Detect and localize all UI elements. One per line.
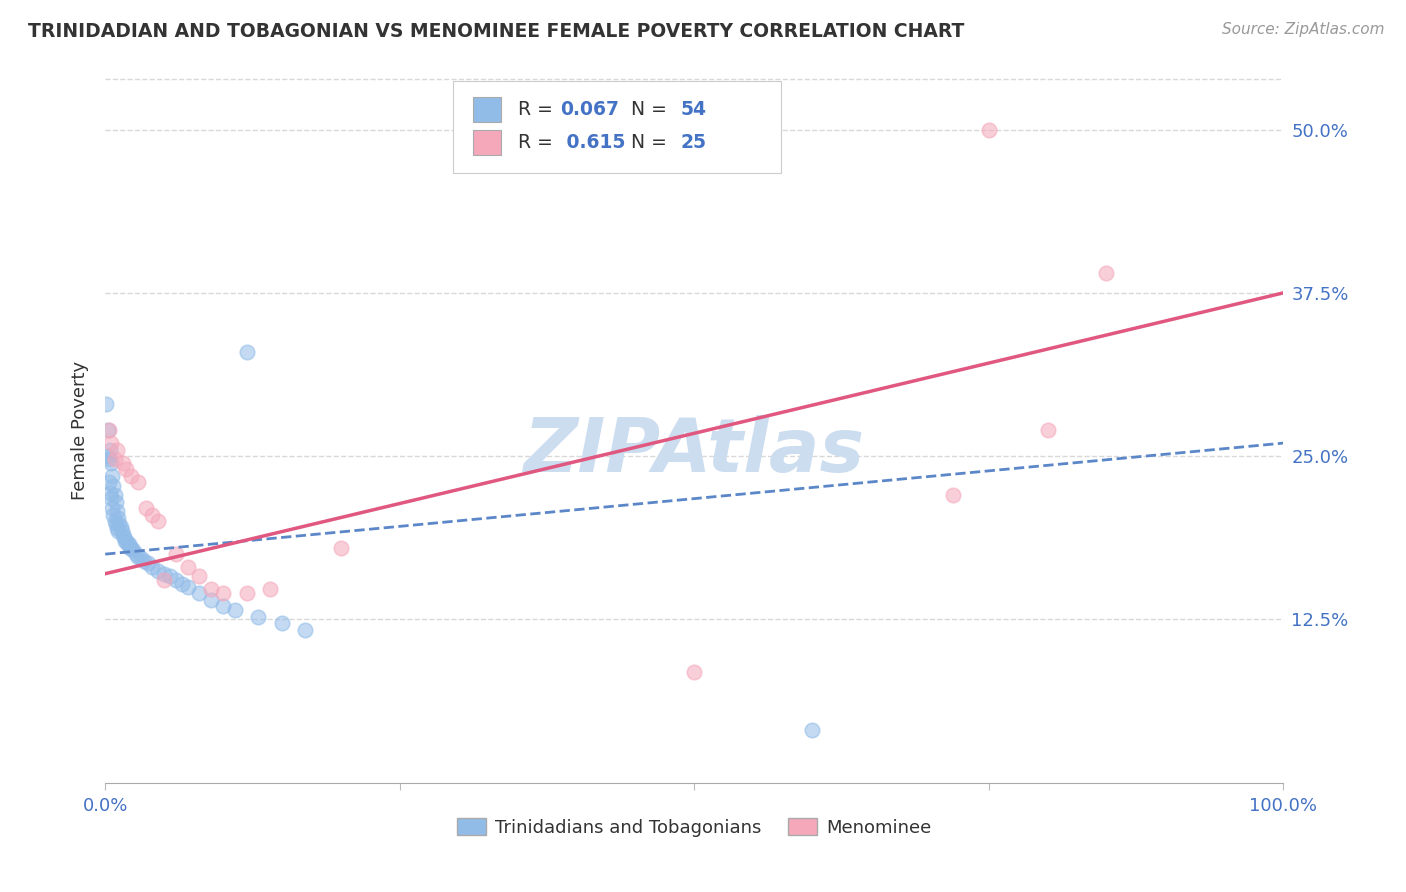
Point: [101, 468, 124, 483]
Point: [111, 527, 134, 541]
Point: [111, 456, 134, 470]
Text: TRINIDADIAN AND TOBAGONIAN VS MENOMINEE FEMALE POVERTY CORRELATION CHART: TRINIDADIAN AND TOBAGONIAN VS MENOMINEE …: [28, 22, 965, 41]
Point: [98, 485, 121, 500]
Point: [114, 534, 136, 549]
Point: [110, 519, 132, 533]
Point: [942, 488, 965, 502]
Point: [108, 517, 131, 532]
Point: [153, 566, 176, 581]
Point: [800, 723, 823, 738]
Point: [141, 560, 163, 574]
Point: [107, 524, 129, 538]
Point: [176, 580, 198, 594]
Point: [235, 586, 257, 600]
Text: R =: R =: [517, 100, 558, 119]
Point: [247, 609, 270, 624]
Point: [118, 537, 141, 551]
Text: 25: 25: [681, 133, 707, 152]
Point: [176, 560, 198, 574]
Point: [111, 524, 134, 538]
Point: [120, 468, 142, 483]
Point: [117, 537, 139, 551]
Point: [120, 541, 142, 555]
Point: [127, 475, 149, 490]
Point: [294, 623, 316, 637]
Point: [104, 495, 127, 509]
Point: [122, 543, 145, 558]
Point: [1036, 423, 1059, 437]
Point: [153, 573, 176, 587]
Point: [103, 508, 125, 522]
Text: R =: R =: [517, 133, 558, 152]
Point: [97, 451, 120, 466]
Text: N =: N =: [619, 100, 672, 119]
Point: [104, 451, 127, 466]
Point: [135, 501, 157, 516]
Y-axis label: Female Poverty: Female Poverty: [72, 360, 89, 500]
Text: 0.615: 0.615: [560, 133, 626, 152]
Point: [200, 592, 222, 607]
Point: [107, 510, 129, 524]
Point: [103, 479, 125, 493]
Point: [104, 517, 127, 532]
Point: [259, 582, 281, 597]
Point: [101, 501, 124, 516]
Point: [96, 397, 118, 411]
Point: [104, 488, 127, 502]
Text: 0.067: 0.067: [560, 100, 619, 119]
Point: [112, 530, 135, 544]
Point: [148, 564, 170, 578]
Point: [97, 423, 120, 437]
Point: [105, 442, 128, 457]
Point: [132, 554, 155, 568]
Point: [165, 547, 187, 561]
Point: [224, 603, 246, 617]
Point: [212, 586, 235, 600]
Point: [127, 549, 149, 564]
Point: [115, 534, 138, 549]
Point: [129, 551, 152, 566]
Point: [212, 599, 235, 614]
Point: [188, 586, 211, 600]
Point: [97, 475, 120, 490]
Point: [97, 449, 120, 463]
Legend: Trinidadians and Tobagonians, Menominee: Trinidadians and Tobagonians, Menominee: [450, 811, 939, 844]
Point: [141, 508, 163, 522]
Point: [105, 521, 128, 535]
Text: 54: 54: [681, 100, 707, 119]
Point: [159, 569, 181, 583]
Point: [115, 462, 138, 476]
Point: [105, 504, 128, 518]
Point: [683, 665, 706, 679]
Point: [100, 491, 122, 505]
Point: [165, 573, 187, 587]
Point: [98, 442, 121, 457]
Point: [170, 577, 193, 591]
Point: [1095, 266, 1118, 280]
Point: [188, 569, 211, 583]
Text: Source: ZipAtlas.com: Source: ZipAtlas.com: [1222, 22, 1385, 37]
Point: [200, 582, 222, 597]
Point: [329, 541, 352, 555]
Point: [100, 436, 122, 450]
Point: [977, 122, 1000, 136]
Point: [100, 456, 122, 470]
Point: [235, 344, 257, 359]
Text: N =: N =: [619, 133, 672, 152]
Point: [136, 556, 159, 570]
Point: [104, 515, 127, 529]
Point: [148, 515, 170, 529]
Text: ZIPAtlas: ZIPAtlas: [523, 415, 865, 488]
Point: [270, 616, 292, 631]
Point: [97, 423, 120, 437]
Point: [118, 541, 141, 555]
Point: [125, 547, 148, 561]
